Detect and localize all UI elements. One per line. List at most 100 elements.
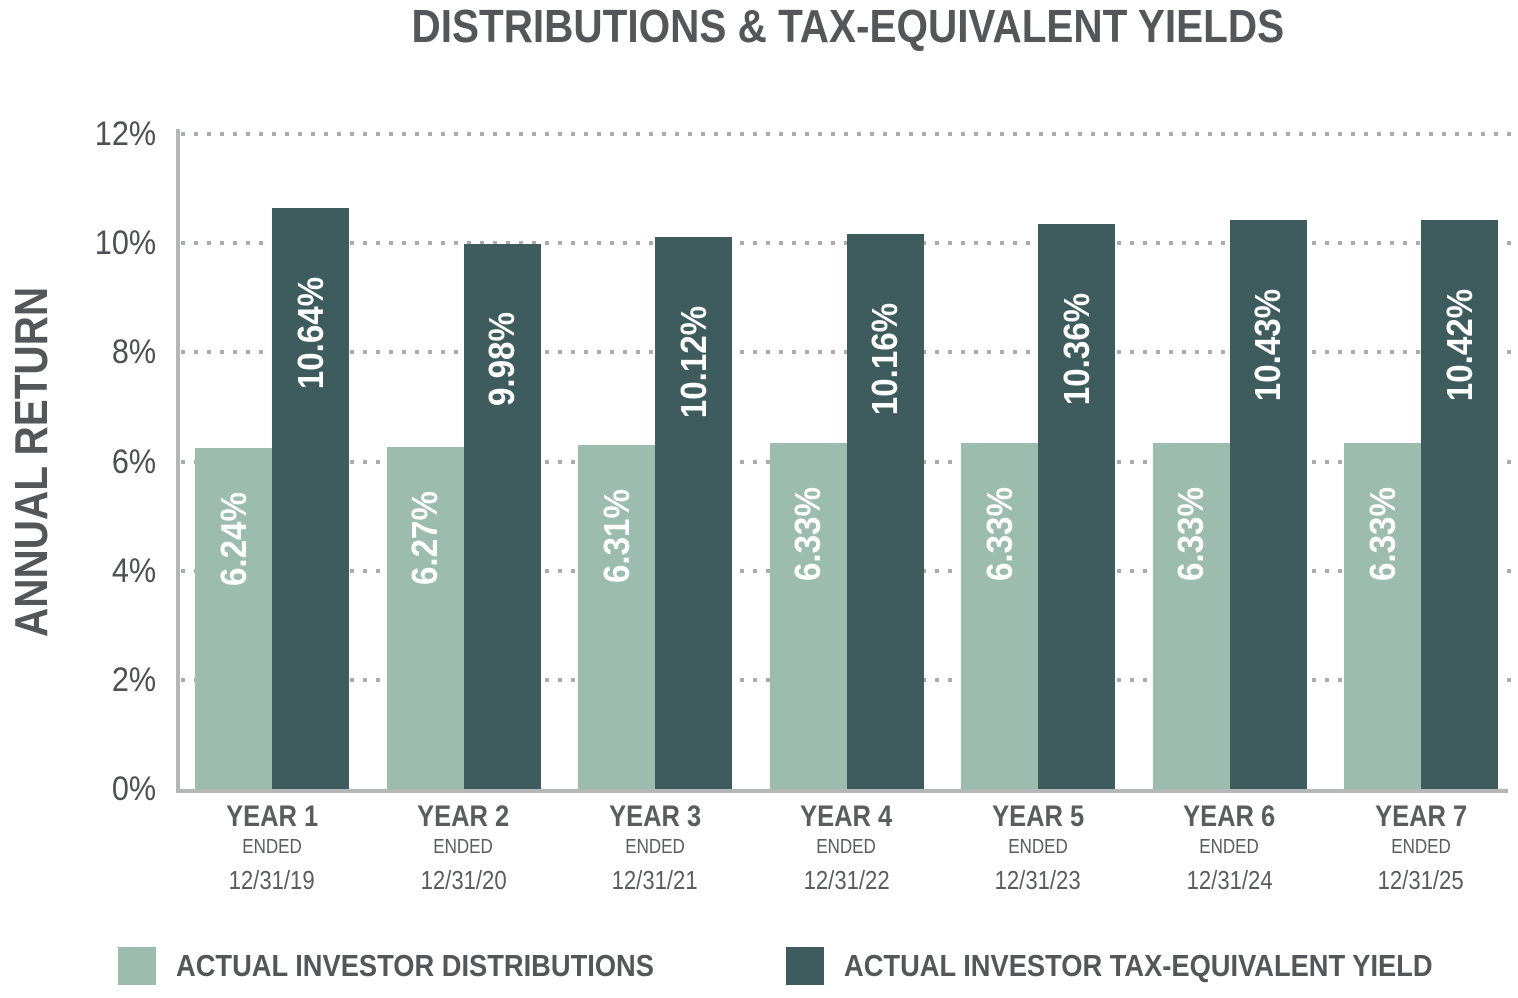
x-tick-ended: ENDED bbox=[1321, 835, 1518, 859]
x-tick-date-text: 12/31/23 bbox=[994, 865, 1082, 895]
x-tick-date: 12/31/20 bbox=[364, 866, 564, 894]
y-tick-text: 6% bbox=[111, 442, 156, 481]
x-tick-label-year-3: YEAR 3 ENDED 12/31/21 bbox=[555, 801, 755, 895]
bar-value-label: 6.31% bbox=[595, 488, 637, 583]
y-tick-text: 0% bbox=[111, 770, 156, 808]
bar-actual-investor-distributions-year-3: 6.31% bbox=[578, 444, 655, 789]
x-tick-date-text: 12/31/24 bbox=[1186, 865, 1273, 895]
x-tick-label-year-6: YEAR 6 ENDED 12/31/24 bbox=[1130, 800, 1330, 895]
x-tick-date-text: 12/31/20 bbox=[420, 865, 507, 895]
x-tick-date: 12/31/25 bbox=[1321, 866, 1518, 894]
x-tick-label-year-5: YEAR 5 ENDED 12/31/23 bbox=[938, 801, 1138, 895]
x-tick-ended-text: ENDED bbox=[625, 836, 685, 858]
bar-actual-investor-tax-equivalent-yield-year-5: 10.36% bbox=[1038, 223, 1115, 789]
y-tick-text: 4% bbox=[111, 551, 156, 590]
bar-value-label: 6.27% bbox=[404, 490, 445, 585]
x-tick-year-text: YEAR 5 bbox=[991, 800, 1085, 833]
x-tick-year: YEAR 3 bbox=[555, 801, 755, 833]
bar-value-label: 9.98% bbox=[481, 312, 522, 407]
bar-value-label: 10.12% bbox=[672, 305, 714, 418]
y-tick-label-6pct: 6% bbox=[0, 442, 156, 482]
bar-actual-investor-tax-equivalent-yield-year-3: 10.12% bbox=[655, 236, 732, 789]
legend-label-text: ACTUAL INVESTOR TAX-EQUIVALENT YIELD bbox=[844, 948, 1433, 983]
bar-value-label: 10.43% bbox=[1247, 288, 1288, 401]
y-tick-text: 8% bbox=[111, 333, 156, 372]
y-tick-text: 12% bbox=[94, 115, 156, 153]
x-tick-date-text: 12/31/21 bbox=[611, 865, 699, 895]
x-tick-date: 12/31/21 bbox=[555, 866, 755, 894]
y-axis-line bbox=[176, 129, 180, 793]
legend-swatch-actual-investor-tax-equivalent-yield bbox=[786, 947, 824, 985]
x-tick-year: YEAR 1 bbox=[172, 801, 372, 833]
x-tick-year-text: YEAR 2 bbox=[417, 800, 510, 833]
bar-value-label: 10.42% bbox=[1438, 289, 1480, 402]
bar-value-label: 10.36% bbox=[1055, 292, 1097, 405]
x-tick-year: YEAR 4 bbox=[747, 801, 947, 833]
y-tick-label-0pct: 0% bbox=[0, 769, 156, 809]
x-tick-year: YEAR 2 bbox=[364, 801, 564, 833]
x-tick-ended-text: ENDED bbox=[816, 836, 877, 858]
legend-label-actual-investor-distributions: ACTUAL INVESTOR DISTRIBUTIONS bbox=[176, 946, 719, 986]
legend-item-actual-investor-tax-equivalent-yield: ACTUAL INVESTOR TAX-EQUIVALENT YIELD bbox=[786, 946, 1513, 986]
chart-title: DISTRIBUTIONS & TAX-EQUIVALENT YIELDS bbox=[178, 0, 1518, 56]
bar-actual-investor-tax-equivalent-yield-year-2: 9.98% bbox=[463, 244, 541, 789]
x-tick-label-year-4: YEAR 4 ENDED 12/31/22 bbox=[747, 801, 947, 895]
x-tick-ended: ENDED bbox=[364, 835, 564, 859]
x-tick-date: 12/31/23 bbox=[938, 866, 1138, 894]
legend-label-text: ACTUAL INVESTOR DISTRIBUTIONS bbox=[176, 948, 654, 983]
x-axis-line bbox=[176, 789, 1508, 793]
x-tick-year-text: YEAR 1 bbox=[225, 800, 319, 833]
x-tick-ended-text: ENDED bbox=[1391, 836, 1451, 858]
x-tick-ended: ENDED bbox=[555, 835, 755, 859]
bar-value-label: 6.33% bbox=[1361, 487, 1403, 582]
x-tick-date: 12/31/19 bbox=[172, 866, 372, 894]
bar-actual-investor-distributions-year-2: 6.27% bbox=[386, 446, 464, 789]
bar-value-label: 6.33% bbox=[787, 487, 828, 582]
y-tick-label-2pct: 2% bbox=[0, 660, 156, 700]
x-tick-year-text: YEAR 3 bbox=[608, 800, 702, 833]
x-tick-ended-text: ENDED bbox=[1008, 836, 1068, 858]
y-tick-label-12pct: 12% bbox=[0, 114, 156, 154]
x-tick-ended-text: ENDED bbox=[242, 836, 302, 858]
x-tick-date-text: 12/31/22 bbox=[803, 865, 890, 895]
y-tick-label-8pct: 8% bbox=[0, 332, 156, 372]
legend-label-actual-investor-tax-equivalent-yield: ACTUAL INVESTOR TAX-EQUIVALENT YIELD bbox=[844, 946, 1513, 986]
bar-value-label: 10.64% bbox=[289, 277, 331, 390]
bar-actual-investor-distributions-year-1: 6.24% bbox=[195, 448, 272, 789]
x-tick-date: 12/31/22 bbox=[747, 866, 947, 894]
bar-actual-investor-distributions-year-7: 6.33% bbox=[1344, 443, 1421, 789]
bar-value-label: 10.16% bbox=[864, 303, 905, 416]
x-tick-year-text: YEAR 6 bbox=[1183, 800, 1276, 833]
x-tick-date-text: 12/31/25 bbox=[1377, 865, 1465, 895]
x-tick-year-text: YEAR 4 bbox=[800, 800, 893, 833]
y-tick-label-10pct: 10% bbox=[0, 223, 156, 263]
x-tick-date: 12/31/24 bbox=[1130, 866, 1330, 894]
x-tick-label-year-1: YEAR 1 ENDED 12/31/19 bbox=[172, 801, 372, 895]
x-tick-ended-text: ENDED bbox=[1199, 836, 1260, 858]
bar-actual-investor-tax-equivalent-yield-year-6: 10.43% bbox=[1229, 219, 1307, 789]
bar-actual-investor-tax-equivalent-yield-year-4: 10.16% bbox=[846, 234, 924, 789]
legend-swatch-actual-investor-distributions bbox=[118, 947, 156, 985]
gridline-12pct bbox=[181, 132, 1518, 136]
x-tick-year-text: YEAR 7 bbox=[1374, 800, 1468, 833]
y-tick-text: 2% bbox=[111, 660, 156, 699]
x-tick-date-text: 12/31/19 bbox=[228, 865, 316, 895]
bar-value-label: 6.24% bbox=[212, 492, 254, 587]
x-tick-year: YEAR 7 bbox=[1321, 801, 1518, 833]
legend-item-actual-investor-distributions: ACTUAL INVESTOR DISTRIBUTIONS bbox=[118, 946, 719, 986]
bar-value-label: 6.33% bbox=[1170, 487, 1211, 582]
y-tick-text: 10% bbox=[94, 224, 156, 263]
x-tick-label-year-7: YEAR 7 ENDED 12/31/25 bbox=[1321, 801, 1518, 895]
legend: ACTUAL INVESTOR DISTRIBUTIONS ACTUAL INVE… bbox=[0, 946, 1518, 992]
x-tick-ended: ENDED bbox=[938, 835, 1138, 859]
x-tick-ended: ENDED bbox=[1130, 835, 1330, 859]
chart-title-text: DISTRIBUTIONS & TAX-EQUIVALENT YIELDS bbox=[411, 0, 1285, 52]
x-tick-ended-text: ENDED bbox=[433, 836, 494, 858]
bar-actual-investor-tax-equivalent-yield-year-1: 10.64% bbox=[272, 208, 349, 789]
x-tick-year: YEAR 5 bbox=[938, 801, 1138, 833]
bar-actual-investor-tax-equivalent-yield-year-7: 10.42% bbox=[1421, 220, 1498, 789]
bar-value-label: 6.33% bbox=[978, 487, 1020, 582]
x-tick-ended: ENDED bbox=[747, 835, 947, 859]
bar-actual-investor-distributions-year-4: 6.33% bbox=[769, 443, 847, 789]
